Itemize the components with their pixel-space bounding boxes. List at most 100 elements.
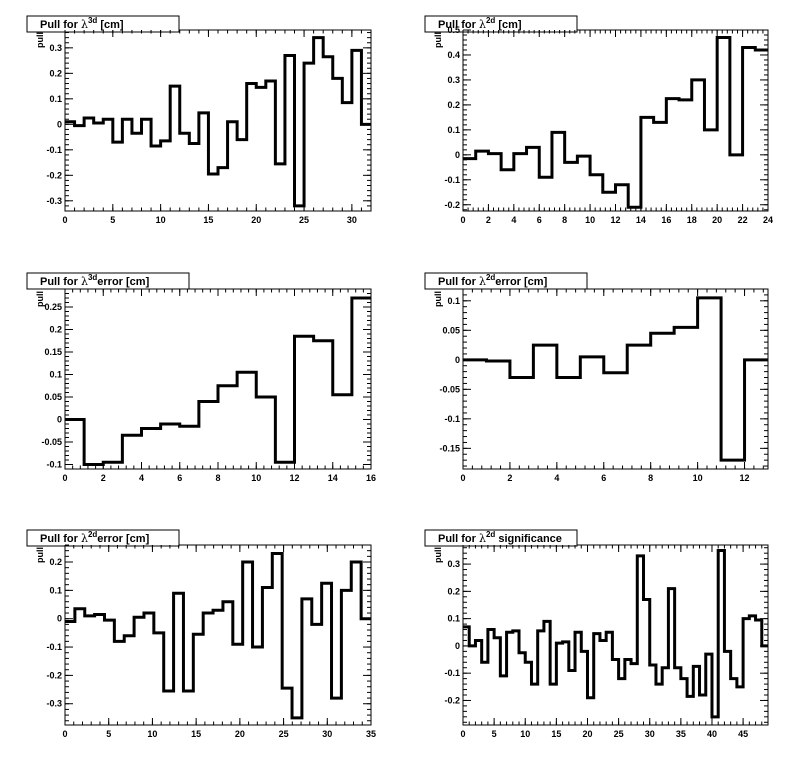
y-tick-label: -0.05 bbox=[439, 384, 460, 394]
x-tick-label: 20 bbox=[582, 729, 592, 739]
y-tick-label: 0.1 bbox=[49, 94, 62, 104]
y-tick-label: 0.2 bbox=[49, 68, 62, 78]
plot-frame bbox=[462, 288, 769, 470]
y-tick-label: 0.1 bbox=[447, 296, 460, 306]
y-axis-label: pull bbox=[35, 32, 45, 48]
chart-title: Pull for λ2derror [cm] bbox=[40, 530, 150, 545]
chart-panel-5: Pull for λ2derror [cm] pull 0 5 10 15 20 25 30 35… bbox=[26, 529, 376, 739]
x-tick-label: 12 bbox=[289, 473, 299, 483]
x-tick-label: 40 bbox=[707, 729, 717, 739]
pull-histogram-line bbox=[463, 548, 768, 719]
y-tick-label: 0.3 bbox=[447, 75, 460, 85]
y-tick-label: 0 bbox=[455, 355, 460, 365]
y-axis-label: pull bbox=[35, 291, 45, 307]
y-tick-label: -0.3 bbox=[46, 699, 62, 709]
x-tick-label: 15 bbox=[191, 729, 201, 739]
chart-title: Pull for λ2derror [cm] bbox=[438, 273, 548, 288]
pull-histogram-line bbox=[463, 35, 768, 209]
x-tick-label: 25 bbox=[299, 215, 309, 225]
y-tick-label: 0.25 bbox=[44, 302, 62, 312]
x-tick-label: 2 bbox=[486, 215, 491, 225]
x-tick-label: 4 bbox=[511, 215, 516, 225]
chart-panel-1: Pull for λ3d [cm]pull 0 5 10 15 20 25 30 -0.3 -0.… bbox=[26, 15, 372, 225]
x-tick-label: 5 bbox=[106, 729, 111, 739]
y-tick-label: -0.2 bbox=[46, 170, 62, 180]
y-tick-label: -0.05 bbox=[41, 437, 62, 447]
x-tick-label: 14 bbox=[328, 473, 338, 483]
x-tick-label: 10 bbox=[693, 473, 703, 483]
x-tick-label: 30 bbox=[322, 729, 332, 739]
chart-title-box bbox=[424, 272, 588, 290]
y-tick-label: -0.1 bbox=[444, 414, 460, 424]
x-tick-label: 0 bbox=[460, 215, 465, 225]
chart-title-box bbox=[26, 272, 190, 290]
x-tick-label: 24 bbox=[763, 215, 773, 225]
x-tick-label: 25 bbox=[614, 729, 624, 739]
x-tick-label: 15 bbox=[203, 215, 213, 225]
x-tick-label: 4 bbox=[554, 473, 559, 483]
y-tick-label: 0.2 bbox=[49, 325, 62, 335]
x-tick-label: 20 bbox=[251, 215, 261, 225]
y-tick-label: 0.15 bbox=[44, 347, 62, 357]
y-tick-label: 0.1 bbox=[447, 614, 460, 624]
x-tick-label: 12 bbox=[610, 215, 620, 225]
y-tick-label: -0.2 bbox=[444, 695, 460, 705]
x-tick-label: 12 bbox=[740, 473, 750, 483]
x-tick-label: 14 bbox=[636, 215, 646, 225]
y-tick-label: -0.15 bbox=[439, 443, 460, 453]
x-tick-label: 35 bbox=[676, 729, 686, 739]
y-tick-label: -0.1 bbox=[46, 145, 62, 155]
chart-panel-4: Pull for λ2derror [cm] pull 0 2 4 6 8 10 12 -0.15… bbox=[424, 272, 769, 483]
pull-histogram-line bbox=[463, 296, 768, 462]
x-tick-label: 20 bbox=[235, 729, 245, 739]
x-tick-label: 0 bbox=[62, 473, 67, 483]
y-tick-label: 0.05 bbox=[442, 325, 460, 335]
y-tick-label: -0.3 bbox=[46, 196, 62, 206]
x-tick-label: 0 bbox=[460, 729, 465, 739]
y-tick-label: 0.1 bbox=[49, 585, 62, 595]
x-tick-label: 10 bbox=[251, 473, 261, 483]
x-tick-label: 10 bbox=[585, 215, 595, 225]
y-tick-label: -0.2 bbox=[444, 200, 460, 210]
chart-title: Pull for λ2d [cm] bbox=[438, 16, 522, 31]
x-tick-label: 5 bbox=[110, 215, 115, 225]
x-tick-label: 6 bbox=[537, 215, 542, 225]
x-tick-label: 10 bbox=[147, 729, 157, 739]
x-tick-label: 30 bbox=[347, 215, 357, 225]
y-tick-label: -0.1 bbox=[46, 642, 62, 652]
y-axis-label: pull bbox=[433, 547, 443, 563]
y-tick-label: 0.2 bbox=[49, 557, 62, 567]
x-tick-label: 8 bbox=[215, 473, 220, 483]
x-tick-label: 8 bbox=[562, 215, 567, 225]
pull-histogram-line bbox=[65, 552, 371, 720]
x-tick-label: 2 bbox=[507, 473, 512, 483]
y-tick-label: -0.1 bbox=[46, 460, 62, 470]
chart-title-box bbox=[424, 15, 578, 33]
x-tick-label: 16 bbox=[366, 473, 376, 483]
chart-title: Pull for λ3d [cm] bbox=[40, 16, 124, 31]
y-tick-label: 0.5 bbox=[447, 25, 460, 35]
y-axis-label: pull bbox=[433, 291, 443, 307]
chart-panel-6: Pull for λ2d significance pull 0 5 10 15 20 25 3… bbox=[424, 529, 769, 739]
x-tick-label: 15 bbox=[551, 729, 561, 739]
x-tick-label: 10 bbox=[156, 215, 166, 225]
x-tick-label: 0 bbox=[62, 215, 67, 225]
pull-histogram-line bbox=[65, 296, 371, 466]
x-tick-label: 10 bbox=[520, 729, 530, 739]
pull-histogram-line bbox=[65, 36, 371, 208]
x-tick-label: 18 bbox=[687, 215, 697, 225]
y-tick-label: 0.05 bbox=[44, 392, 62, 402]
x-tick-label: 8 bbox=[648, 473, 653, 483]
x-tick-label: 2 bbox=[101, 473, 106, 483]
y-axis-label: pull bbox=[433, 32, 443, 48]
x-tick-label: 0 bbox=[62, 729, 67, 739]
y-tick-label: 0 bbox=[455, 641, 460, 651]
chart-panel-3: Pull for λ3derror [cm] pull 0 2 4 6 8 10 12 14 16 -… bbox=[26, 272, 376, 483]
x-tick-label: 35 bbox=[366, 729, 376, 739]
chart-title: Pull for λ3derror [cm] bbox=[40, 273, 150, 288]
x-tick-label: 5 bbox=[492, 729, 497, 739]
plot-frame bbox=[64, 288, 372, 470]
y-tick-label: -0.1 bbox=[444, 175, 460, 185]
y-tick-label: 0.3 bbox=[49, 43, 62, 53]
